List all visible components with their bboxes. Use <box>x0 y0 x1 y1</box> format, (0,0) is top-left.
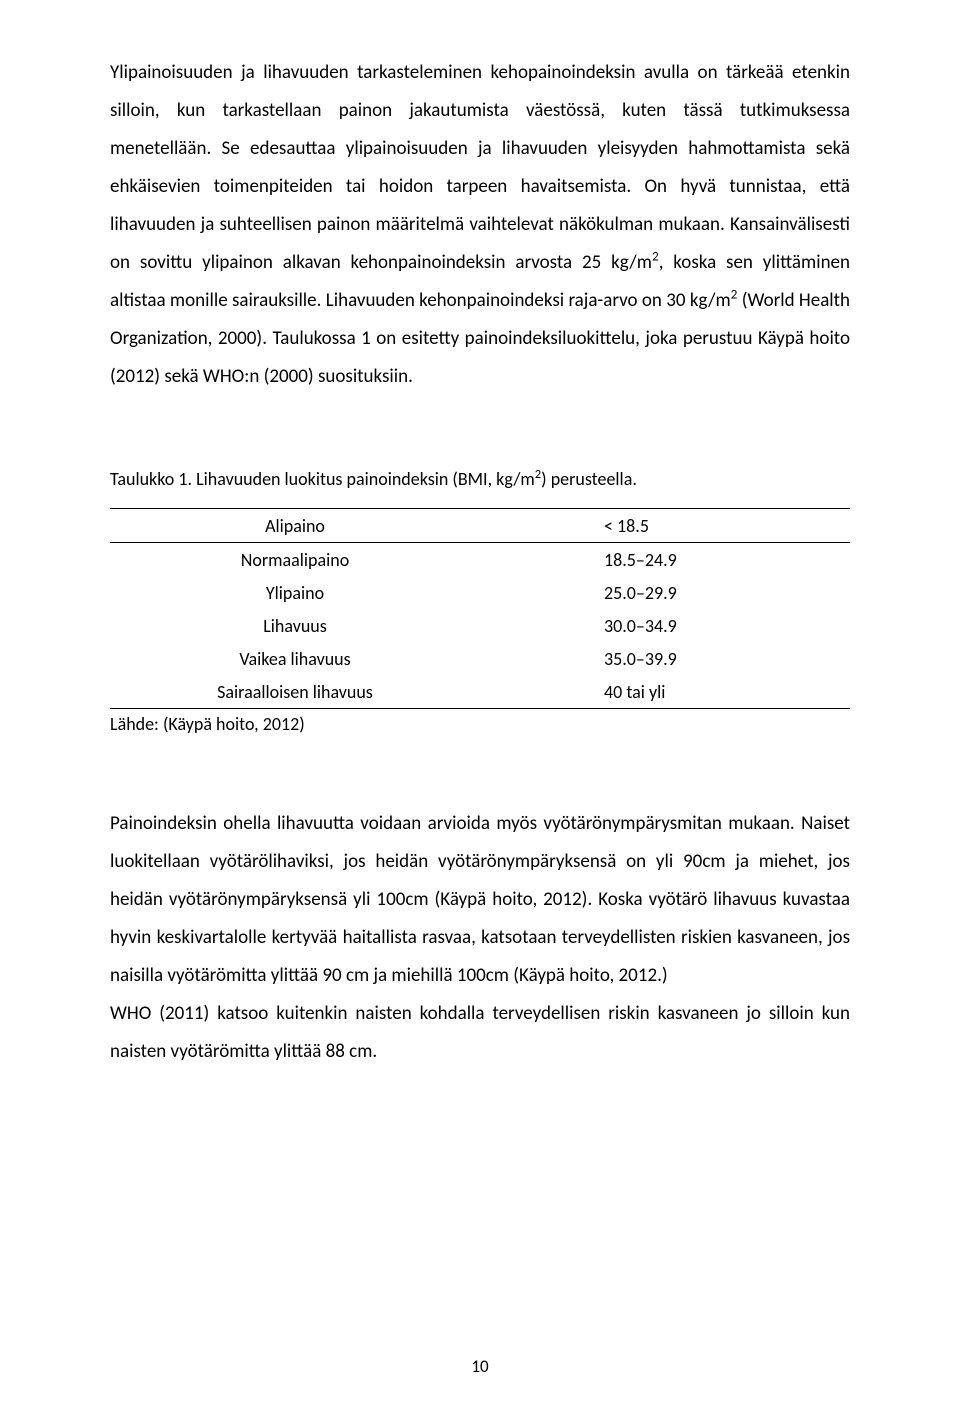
document-page: Ylipainoisuuden ja lihavuuden tarkastele… <box>0 0 960 1407</box>
table-cell-value: 40 tai yli <box>480 675 850 709</box>
body-paragraph-3: WHO (2011) katsoo kuitenkin naisten kohd… <box>110 995 850 1071</box>
table-cell-category: Lihavuus <box>110 609 480 642</box>
table-cell-value: 18.5–24.9 <box>480 543 850 577</box>
table-cell-value: < 18.5 <box>480 509 850 543</box>
table-cell-value: 25.0–29.9 <box>480 576 850 609</box>
caption-text-a: Taulukko 1. Lihavuuden luokitus painoind… <box>110 468 535 490</box>
table-cell-value: 30.0–34.9 <box>480 609 850 642</box>
table-row: Normaalipaino 18.5–24.9 <box>110 543 850 577</box>
table-cell-category: Sairaalloisen lihavuus <box>110 675 480 709</box>
body-paragraph-2: Painoindeksin ohella lihavuutta voidaan … <box>110 805 850 995</box>
table-cell-category: Vaikea lihavuus <box>110 642 480 675</box>
table-row: Alipaino < 18.5 <box>110 509 850 543</box>
table-cell-category: Ylipaino <box>110 576 480 609</box>
table-row: Lihavuus 30.0–34.9 <box>110 609 850 642</box>
superscript-2: 2 <box>652 248 659 265</box>
caption-text-b: ) perusteella. <box>541 468 637 490</box>
p1-text-a: Ylipainoisuuden ja lihavuuden tarkastele… <box>110 61 850 274</box>
table-row: Vaikea lihavuus 35.0–39.9 <box>110 642 850 675</box>
table-cell-category: Normaalipaino <box>110 543 480 577</box>
table-row: Ylipaino 25.0–29.9 <box>110 576 850 609</box>
table-cell-category: Alipaino <box>110 509 480 543</box>
table-caption: Taulukko 1. Lihavuuden luokitus painoind… <box>110 468 850 490</box>
page-number: 10 <box>0 1356 960 1377</box>
body-paragraph-1: Ylipainoisuuden ja lihavuuden tarkastele… <box>110 54 850 396</box>
table-source: Lähde: (Käypä hoito, 2012) <box>110 713 850 735</box>
bmi-classification-table: Alipaino < 18.5 Normaalipaino 18.5–24.9 … <box>110 508 850 709</box>
table-row: Sairaalloisen lihavuus 40 tai yli <box>110 675 850 709</box>
table-cell-value: 35.0–39.9 <box>480 642 850 675</box>
